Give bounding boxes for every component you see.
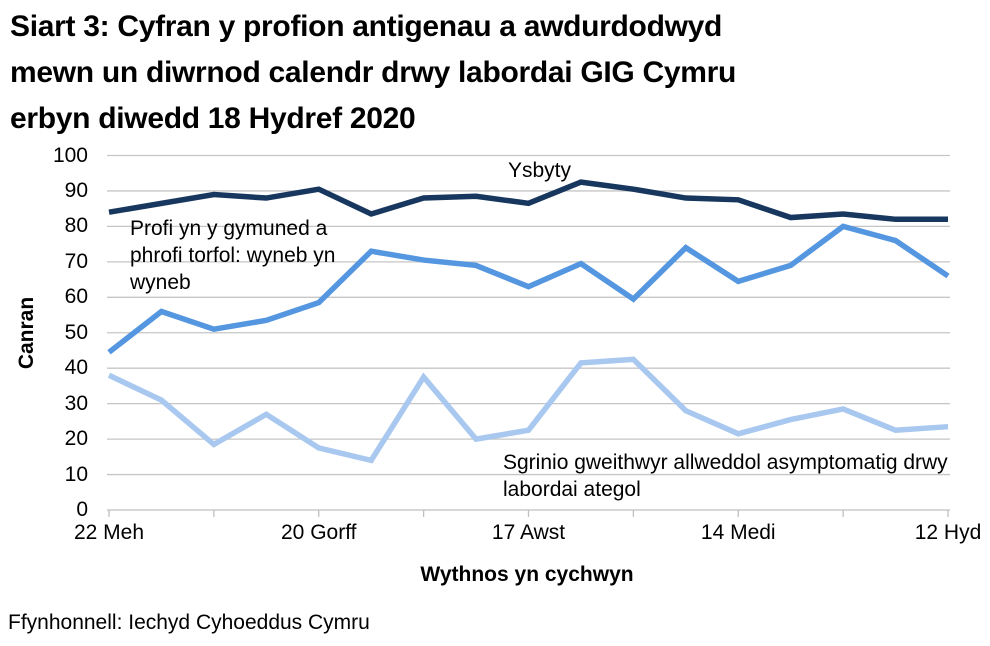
y-tick-label-30: 30 (64, 391, 88, 415)
x-axis-title: Wythnos yn cychwyn (420, 563, 634, 586)
series-line-ysbyty (108, 179, 948, 223)
y-tick-label-20: 20 (64, 427, 88, 451)
y-tick-label-80: 80 (64, 214, 88, 238)
x-tick-label-20-gorff: 20 Gorff (281, 521, 357, 544)
y-tick-label-10: 10 (64, 462, 88, 486)
x-tick-label-14-medi: 14 Medi (700, 521, 776, 544)
chart-title: Siart 3: Cyfran y profion antigenau a aw… (10, 4, 736, 142)
x-tick-label-17-awst: 17 Awst (491, 521, 566, 544)
x-tick-label-22-meh: 22 Meh (73, 521, 145, 544)
y-tick-label-40: 40 (64, 356, 88, 380)
series-label-community-face-to-face: Profi yn y gymuned a phrofi torfol: wyne… (130, 217, 336, 294)
series-label-ysbyty: Ysbyty (508, 159, 572, 182)
title-line-1: Siart 3: Cyfran y profion antigenau a aw… (10, 10, 723, 43)
title-line-3: erbyn diwedd 18 Hydref 2020 (10, 102, 416, 135)
y-tick-label-70: 70 (64, 249, 88, 273)
y-tick-label-50: 50 (64, 320, 88, 344)
series-line-key-worker-screening (107, 356, 949, 464)
series-line-community-face-to-face (107, 223, 950, 355)
y-tick-label-100: 100 (52, 143, 88, 167)
y-tick-label-0: 0 (76, 498, 88, 521)
x-tick-label-12-hyd: 12 Hyd (914, 521, 982, 544)
series-label-key-worker-screening: Sgrinio gweithwyr allweddol asymptomatig… (503, 451, 948, 501)
source-note: Ffynhonnell: Iechyd Cyhoeddus Cymru (8, 611, 370, 634)
y-tick-label-90: 90 (64, 178, 88, 202)
y-axis-title: Canran (15, 296, 38, 370)
title-line-2: mewn un diwrnod calendr drwy labordai GI… (10, 56, 737, 89)
y-tick-label-60: 60 (64, 285, 88, 309)
